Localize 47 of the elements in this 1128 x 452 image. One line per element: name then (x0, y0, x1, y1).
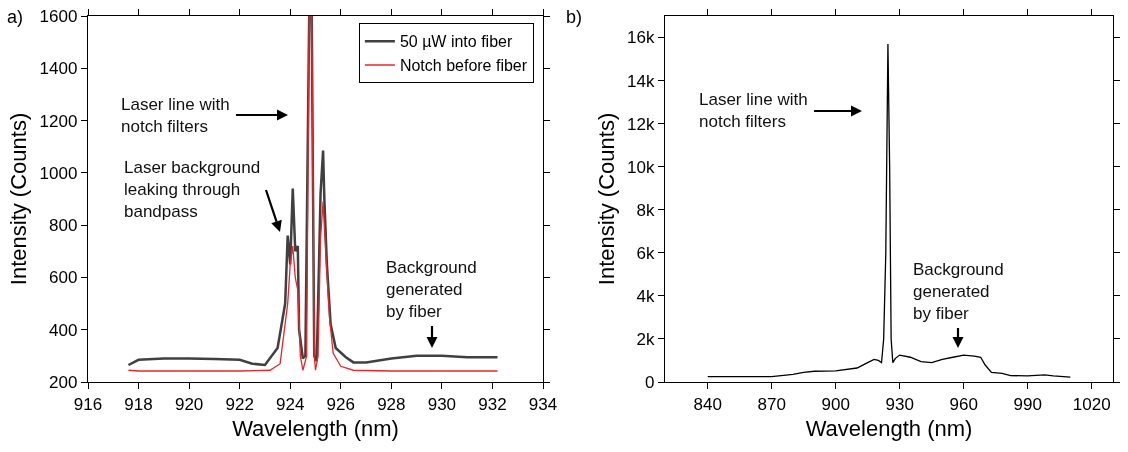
annotation: Background generated by fiber (913, 260, 1004, 324)
x-axis-title: Wavelength (nm) (232, 416, 399, 442)
y-tick-label: 0 (644, 372, 655, 392)
y-tick-label: 400 (49, 320, 78, 340)
y-tick-label: 8k (636, 200, 655, 220)
x-axis-title: Wavelength (nm) (805, 416, 973, 442)
y-tick-label: 800 (49, 216, 78, 236)
y-tick-label: 1400 (39, 59, 78, 79)
y-tick-label: 1000 (39, 163, 78, 183)
x-tick-label: 870 (757, 394, 786, 414)
x-tick-label: 1020 (1072, 394, 1111, 414)
x-tick-label: 930 (885, 394, 914, 414)
y-tick-label: 12k (627, 114, 655, 134)
y-tick-label: 2k (636, 329, 655, 349)
x-tick-label: 960 (949, 394, 978, 414)
legend-label: Notch before fiber (399, 57, 528, 75)
x-tick-label: 922 (225, 394, 254, 414)
y-tick-label: 6k (636, 243, 655, 263)
x-tick-label: 928 (377, 394, 406, 414)
y-tick-label: 14k (627, 71, 655, 91)
y-tick-label: 4k (636, 286, 655, 306)
x-tick-label: 924 (276, 394, 305, 414)
y-tick-label: 1600 (39, 6, 78, 26)
y-tick-label: 600 (49, 268, 78, 288)
legend-label: 50 µW into fiber (399, 33, 513, 51)
annotation: Background generated by fiber (386, 258, 477, 322)
y-tick-label: 1200 (39, 111, 78, 131)
text: b) (566, 7, 583, 27)
y-axis-title: Intensity (Counts) (6, 112, 32, 286)
x-tick-label: 934 (528, 394, 558, 414)
x-tick-label: 900 (821, 394, 850, 414)
text: a) (7, 7, 24, 27)
x-tick-label: 920 (174, 394, 204, 414)
y-axis-title: Intensity (Counts) (593, 112, 619, 286)
annotation: Laser background leaking through bandpass (124, 158, 261, 222)
x-tick-label: 918 (124, 394, 153, 414)
y-tick-label: 200 (49, 372, 78, 392)
x-tick-label: 932 (478, 394, 507, 414)
y-tick-label: 16k (627, 28, 655, 48)
x-tick-label: 990 (1013, 394, 1042, 414)
annotation: Laser line with notch filters (121, 95, 230, 137)
x-tick-label: 916 (73, 394, 103, 414)
x-tick-label: 926 (326, 394, 355, 414)
x-tick-label: 840 (693, 394, 722, 414)
x-tick-label: 930 (427, 394, 457, 414)
y-tick-label: 10k (627, 157, 655, 177)
annotation: Laser line with notch filters (699, 90, 808, 132)
